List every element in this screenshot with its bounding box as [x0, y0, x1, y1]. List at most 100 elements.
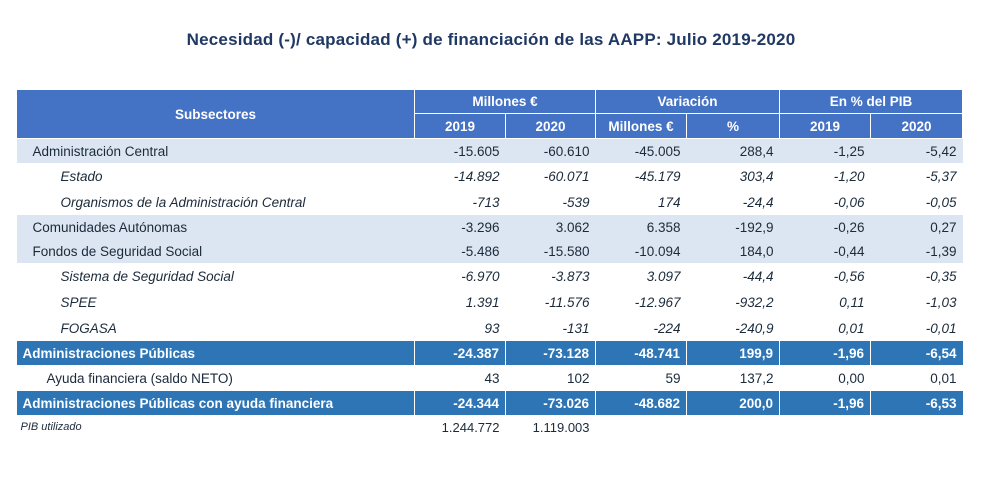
header-2019: 2019 — [414, 113, 506, 139]
total-row: Administraciones Públicas con ayuda fina… — [16, 391, 963, 415]
cell: -1,25 — [779, 138, 871, 163]
cell: 199,9 — [686, 341, 781, 365]
cell: -24.344 — [414, 391, 506, 415]
cell: -3.296 — [414, 215, 506, 239]
cell: -1,39 — [870, 239, 963, 263]
cell: -24,4 — [742, 194, 774, 210]
table-row: Sistema de Seguridad Social -6.970 -3.87… — [17, 263, 963, 289]
cell: -0,06 — [833, 194, 865, 210]
cell: 303,4 — [739, 168, 774, 184]
cell: 0,27 — [870, 215, 963, 239]
cell: -15.605 — [414, 138, 506, 163]
cell: -48.741 — [595, 341, 688, 365]
cell: -0,56 — [833, 268, 865, 284]
financing-table: Subsectores Millones € Variación En % de… — [16, 89, 964, 439]
cell: -6,54 — [870, 341, 963, 365]
cell: -6,53 — [870, 391, 963, 415]
cell: -12.967 — [634, 294, 681, 310]
table-row: Ayuda financiera (saldo NETO) 43 102 59 … — [17, 365, 963, 391]
cell: -5,37 — [925, 168, 957, 184]
header-subsectores: Subsectores — [16, 89, 415, 139]
table-row: Fondos de Seguridad Social -5.486 -15.58… — [16, 239, 963, 263]
table-row: SPEE 1.391 -11.576 -12.967 -932,2 0,11 -… — [17, 289, 963, 315]
cell: -1,20 — [833, 168, 865, 184]
cell: -131 — [562, 320, 590, 336]
empty-cell — [871, 415, 963, 439]
cell: -73.128 — [505, 341, 597, 365]
pib-2020: 1.119.003 — [532, 419, 590, 435]
header-pib-2020: 2020 — [870, 113, 964, 139]
cell: 3.062 — [505, 215, 596, 239]
cell: -45.179 — [634, 168, 681, 184]
row-label: Administraciones Públicas con ayuda fina… — [16, 391, 415, 415]
row-label: Sistema de Seguridad Social — [60, 268, 234, 284]
page-title: Necesidad (-)/ capacidad (+) de financia… — [186, 30, 796, 49]
empty-cell — [596, 415, 687, 439]
header-row-sub: 2019 2020 Millones € % 2019 2020 — [17, 113, 964, 139]
cell: -224 — [653, 320, 681, 336]
cell: -0,44 — [779, 239, 871, 263]
cell: -240,9 — [735, 320, 774, 336]
cell: -1,96 — [779, 341, 872, 365]
header-variacion: Variación — [595, 89, 781, 114]
cell: 43 — [484, 370, 500, 386]
cell: 184,0 — [686, 239, 780, 263]
cell: -5,42 — [870, 138, 963, 163]
cell: -1,96 — [779, 391, 872, 415]
table-row: Administración Central -15.605 -60.610 -… — [16, 138, 963, 163]
row-label: Organismos de la Administración Central — [60, 194, 306, 210]
cell: 93 — [484, 320, 500, 336]
cell: 200,0 — [686, 391, 781, 415]
cell: 1.391 — [465, 294, 500, 310]
cell: -713 — [472, 194, 500, 210]
cell: 6.358 — [595, 215, 687, 239]
cell: -45.005 — [595, 138, 687, 163]
row-label: Administraciones Públicas — [16, 341, 415, 365]
cell: 0,00 — [838, 370, 865, 386]
cell: -48.682 — [595, 391, 688, 415]
row-label: SPEE — [60, 294, 97, 310]
header-2020: 2020 — [504, 113, 597, 139]
pib-row: PIB utilizado 1.244.772 1.119.003 — [17, 415, 963, 439]
cell: -24.387 — [414, 341, 506, 365]
cell: 3.097 — [646, 268, 681, 284]
row-label: Administración Central — [16, 138, 415, 163]
empty-cell — [780, 415, 871, 439]
table-row: Estado -14.892 -60.071 -45.179 303,4 -1,… — [17, 163, 963, 189]
cell: 137,2 — [739, 370, 774, 386]
header-pib: En % del PIB — [779, 89, 964, 114]
table-row: Comunidades Autónomas -3.296 3.062 6.358… — [16, 215, 963, 239]
cell: -5.486 — [414, 239, 506, 263]
row-label: FOGASA — [60, 320, 117, 336]
cell: 0,01 — [930, 370, 957, 386]
cell: 0,11 — [839, 294, 865, 310]
cell: -11.576 — [544, 294, 590, 310]
row-label: Comunidades Autónomas — [16, 215, 415, 239]
total-row: Administraciones Públicas -24.387 -73.12… — [16, 341, 963, 365]
cell: -10.094 — [595, 239, 687, 263]
header-pib-2019: 2019 — [779, 113, 872, 139]
cell: -0,01 — [925, 320, 957, 336]
cell: -1,03 — [925, 294, 957, 310]
cell: 288,4 — [686, 138, 780, 163]
pib-label: PIB utilizado — [20, 421, 82, 433]
cell: -192,9 — [686, 215, 780, 239]
cell: -0,05 — [925, 194, 957, 210]
table-row: Organismos de la Administración Central … — [17, 189, 963, 215]
cell: 102 — [566, 370, 590, 386]
cell: 59 — [665, 370, 681, 386]
cell: 0,01 — [838, 320, 865, 336]
cell: -3.873 — [551, 268, 590, 284]
table-row: FOGASA 93 -131 -224 -240,9 0,01 -0,01 — [17, 315, 963, 341]
cell: -932,2 — [735, 294, 774, 310]
cell: -14.892 — [453, 168, 500, 184]
cell: -539 — [562, 194, 590, 210]
row-label: Estado — [60, 168, 103, 184]
header-millones: Millones € — [413, 89, 597, 114]
cell: 174 — [657, 194, 681, 210]
row-label: Ayuda financiera (saldo NETO) — [46, 370, 233, 386]
cell: -44,4 — [742, 268, 774, 284]
header-var-pct: % — [686, 113, 781, 139]
cell: -60.610 — [505, 138, 596, 163]
cell: -60.071 — [543, 168, 590, 184]
